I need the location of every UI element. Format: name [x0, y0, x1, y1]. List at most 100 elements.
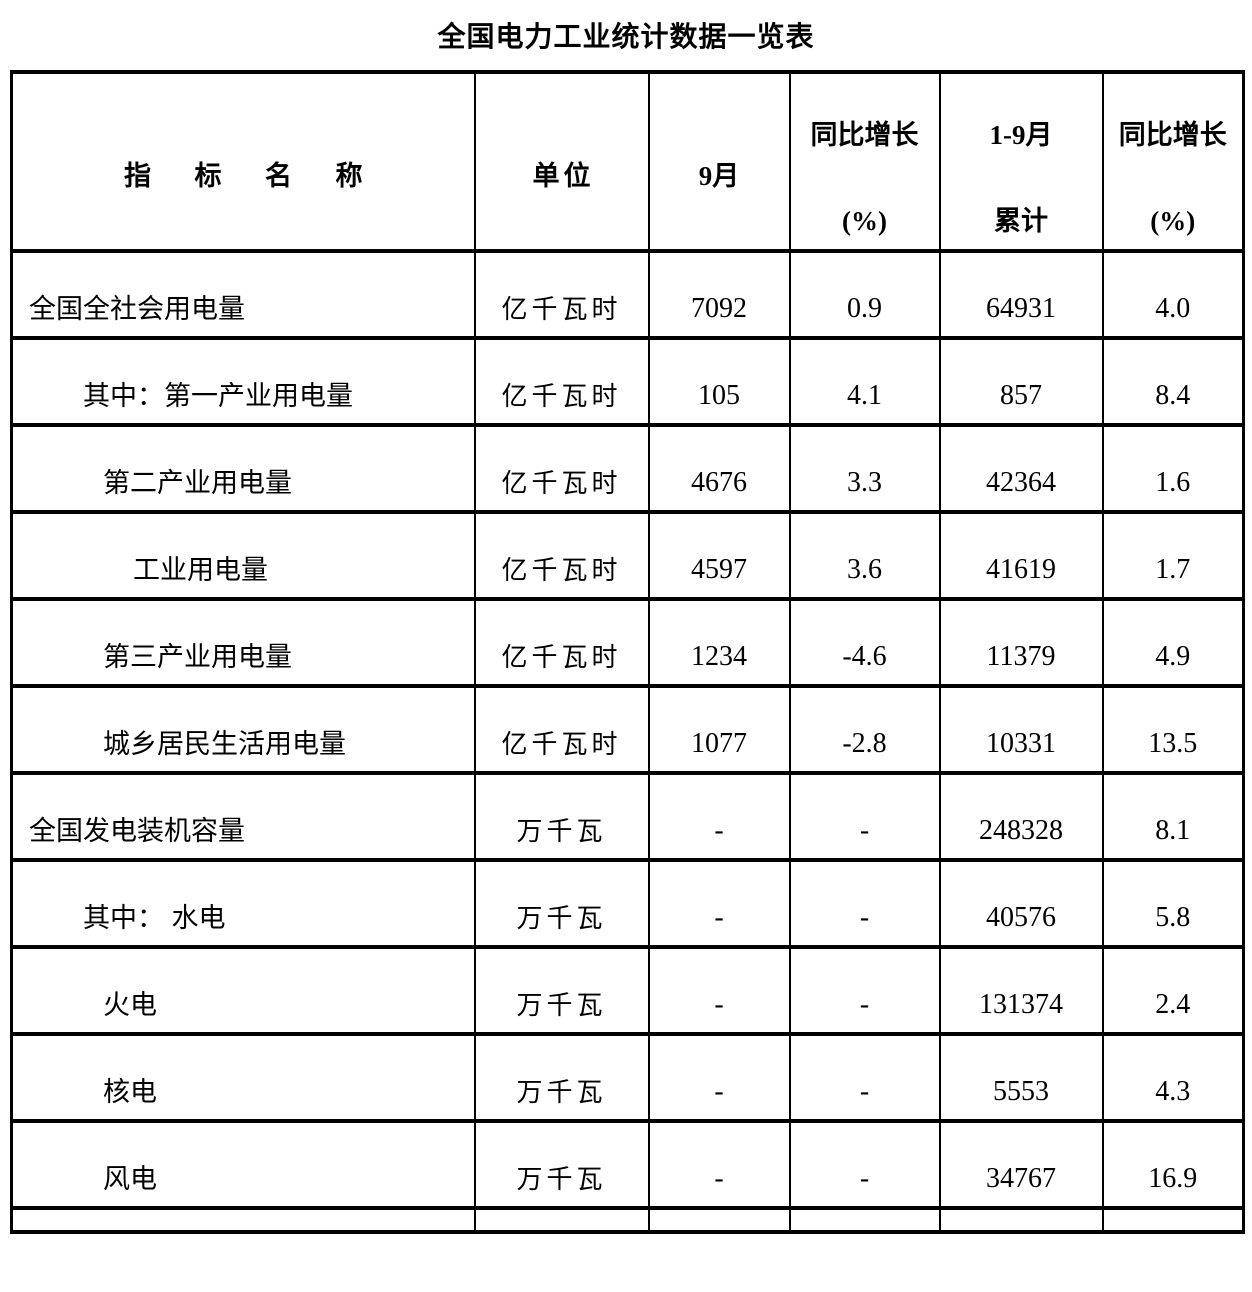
cumulative-yoy-cell: 1.7	[1101, 510, 1245, 601]
indicator-cell: 第三产业用电量	[10, 597, 476, 688]
cumulative-value-cell: 131374	[938, 945, 1104, 1036]
unit-cell: 亿千瓦时	[473, 336, 650, 427]
september-value-cell: 1077	[647, 684, 791, 775]
table-row-clipped	[10, 1206, 1245, 1234]
unit-cell: 万千瓦	[473, 771, 650, 862]
september-value-cell: 7092	[647, 249, 791, 340]
cumulative-value-cell: 42364	[938, 423, 1104, 514]
september-yoy-cell: -	[788, 858, 941, 949]
september-value-cell: -	[647, 1032, 791, 1123]
september-value-cell: 4597	[647, 510, 791, 601]
table-row: 城乡居民生活用电量 亿千瓦时 1077 -2.8 10331 13.5	[10, 684, 1245, 775]
september-yoy-cell: 3.6	[788, 510, 941, 601]
table-row: 风电 万千瓦 - - 34767 16.9	[10, 1119, 1245, 1210]
header-cum-yoy: 同比增长 (%)	[1101, 70, 1245, 253]
header-indicator-label: 指 标 名 称	[123, 161, 381, 191]
cumulative-yoy-cell: 16.9	[1101, 1119, 1245, 1210]
power-statistics-table: 指 标 名 称 单位 9月 同比增长 (%) 1-9月 累计 同比增长 (%)	[10, 70, 1245, 1234]
cumulative-value-cell: 857	[938, 336, 1104, 427]
cumulative-value-cell: 248328	[938, 771, 1104, 862]
unit-cell	[473, 1206, 650, 1234]
indicator-cell: 城乡居民生活用电量	[10, 684, 476, 775]
table-header-row: 指 标 名 称 单位 9月 同比增长 (%) 1-9月 累计 同比增长 (%)	[10, 70, 1245, 253]
header-sep-yoy: 同比增长 (%)	[788, 70, 941, 253]
september-yoy-cell: -	[788, 1032, 941, 1123]
table-row: 其中：第一产业用电量 亿千瓦时 105 4.1 857 8.4	[10, 336, 1245, 427]
indicator-cell: 工业用电量	[10, 510, 476, 601]
indicator-cell: 其中：第一产业用电量	[10, 336, 476, 427]
unit-cell: 万千瓦	[473, 945, 650, 1036]
cumulative-value-cell: 41619	[938, 510, 1104, 601]
september-value-cell	[647, 1206, 791, 1234]
header-cumulative: 1-9月 累计	[938, 70, 1104, 253]
cumulative-yoy-cell: 5.8	[1101, 858, 1245, 949]
unit-cell: 万千瓦	[473, 1032, 650, 1123]
cumulative-value-cell: 34767	[938, 1119, 1104, 1210]
header-cum-yoy-pct: (%)	[1150, 206, 1196, 236]
september-value-cell: 1234	[647, 597, 791, 688]
september-value-cell: 105	[647, 336, 791, 427]
unit-cell: 亿千瓦时	[473, 510, 650, 601]
table-row: 第三产业用电量 亿千瓦时 1234 -4.6 11379 4.9	[10, 597, 1245, 688]
indicator-cell: 全国全社会用电量	[10, 249, 476, 340]
header-sep-yoy-pct: (%)	[842, 206, 887, 236]
cumulative-value-cell: 10331	[938, 684, 1104, 775]
september-yoy-cell: 0.9	[788, 249, 941, 340]
table-row: 其中： 水电 万千瓦 - - 40576 5.8	[10, 858, 1245, 949]
cumulative-yoy-cell: 8.4	[1101, 336, 1245, 427]
cumulative-value-cell: 5553	[938, 1032, 1104, 1123]
cumulative-yoy-cell: 4.0	[1101, 249, 1245, 340]
cumulative-value-cell: 64931	[938, 249, 1104, 340]
unit-cell: 万千瓦	[473, 1119, 650, 1210]
header-september-label: 9月	[698, 161, 740, 191]
indicator-cell: 第二产业用电量	[10, 423, 476, 514]
cumulative-yoy-cell: 4.3	[1101, 1032, 1245, 1123]
september-value-cell: -	[647, 1119, 791, 1210]
indicator-cell: 其中： 水电	[10, 858, 476, 949]
september-yoy-cell: -	[788, 1119, 941, 1210]
table-row: 工业用电量 亿千瓦时 4597 3.6 41619 1.7	[10, 510, 1245, 601]
cumulative-yoy-cell: 4.9	[1101, 597, 1245, 688]
cumulative-yoy-cell	[1101, 1206, 1245, 1234]
table-row: 全国全社会用电量 亿千瓦时 7092 0.9 64931 4.0	[10, 249, 1245, 340]
september-yoy-cell: 4.1	[788, 336, 941, 427]
indicator-cell: 风电	[10, 1119, 476, 1210]
unit-cell: 亿千瓦时	[473, 423, 650, 514]
september-yoy-cell: -	[788, 771, 941, 862]
header-indicator: 指 标 名 称	[10, 70, 476, 253]
unit-cell: 亿千瓦时	[473, 684, 650, 775]
indicator-cell: 核电	[10, 1032, 476, 1123]
header-unit: 单位	[473, 70, 650, 253]
september-yoy-cell	[788, 1206, 941, 1234]
cumulative-value-cell: 11379	[938, 597, 1104, 688]
cumulative-yoy-cell: 1.6	[1101, 423, 1245, 514]
september-value-cell: -	[647, 945, 791, 1036]
table-row: 火电 万千瓦 - - 131374 2.4	[10, 945, 1245, 1036]
header-cumulative-label: 累计	[994, 206, 1048, 236]
cumulative-value-cell	[938, 1206, 1104, 1234]
september-yoy-cell: -4.6	[788, 597, 941, 688]
header-cum-yoy-label: 同比增长	[1118, 120, 1227, 150]
indicator-cell: 火电	[10, 945, 476, 1036]
september-value-cell: -	[647, 771, 791, 862]
september-yoy-cell: -2.8	[788, 684, 941, 775]
indicator-cell: 全国发电装机容量	[10, 771, 476, 862]
september-value-cell: 4676	[647, 423, 791, 514]
cumulative-yoy-cell: 13.5	[1101, 684, 1245, 775]
september-yoy-cell: 3.3	[788, 423, 941, 514]
header-cumulative-range: 1-9月	[989, 120, 1053, 150]
table-row: 第二产业用电量 亿千瓦时 4676 3.3 42364 1.6	[10, 423, 1245, 514]
header-september: 9月	[647, 70, 791, 253]
september-value-cell: -	[647, 858, 791, 949]
unit-cell: 亿千瓦时	[473, 597, 650, 688]
cumulative-value-cell: 40576	[938, 858, 1104, 949]
table-row: 核电 万千瓦 - - 5553 4.3	[10, 1032, 1245, 1123]
cumulative-yoy-cell: 2.4	[1101, 945, 1245, 1036]
unit-cell: 万千瓦	[473, 858, 650, 949]
header-unit-label: 单位	[532, 161, 595, 191]
table-row: 全国发电装机容量 万千瓦 - - 248328 8.1	[10, 771, 1245, 862]
page-title: 全国电力工业统计数据一览表	[437, 21, 815, 52]
cumulative-yoy-cell: 8.1	[1101, 771, 1245, 862]
unit-cell: 亿千瓦时	[473, 249, 650, 340]
september-yoy-cell: -	[788, 945, 941, 1036]
